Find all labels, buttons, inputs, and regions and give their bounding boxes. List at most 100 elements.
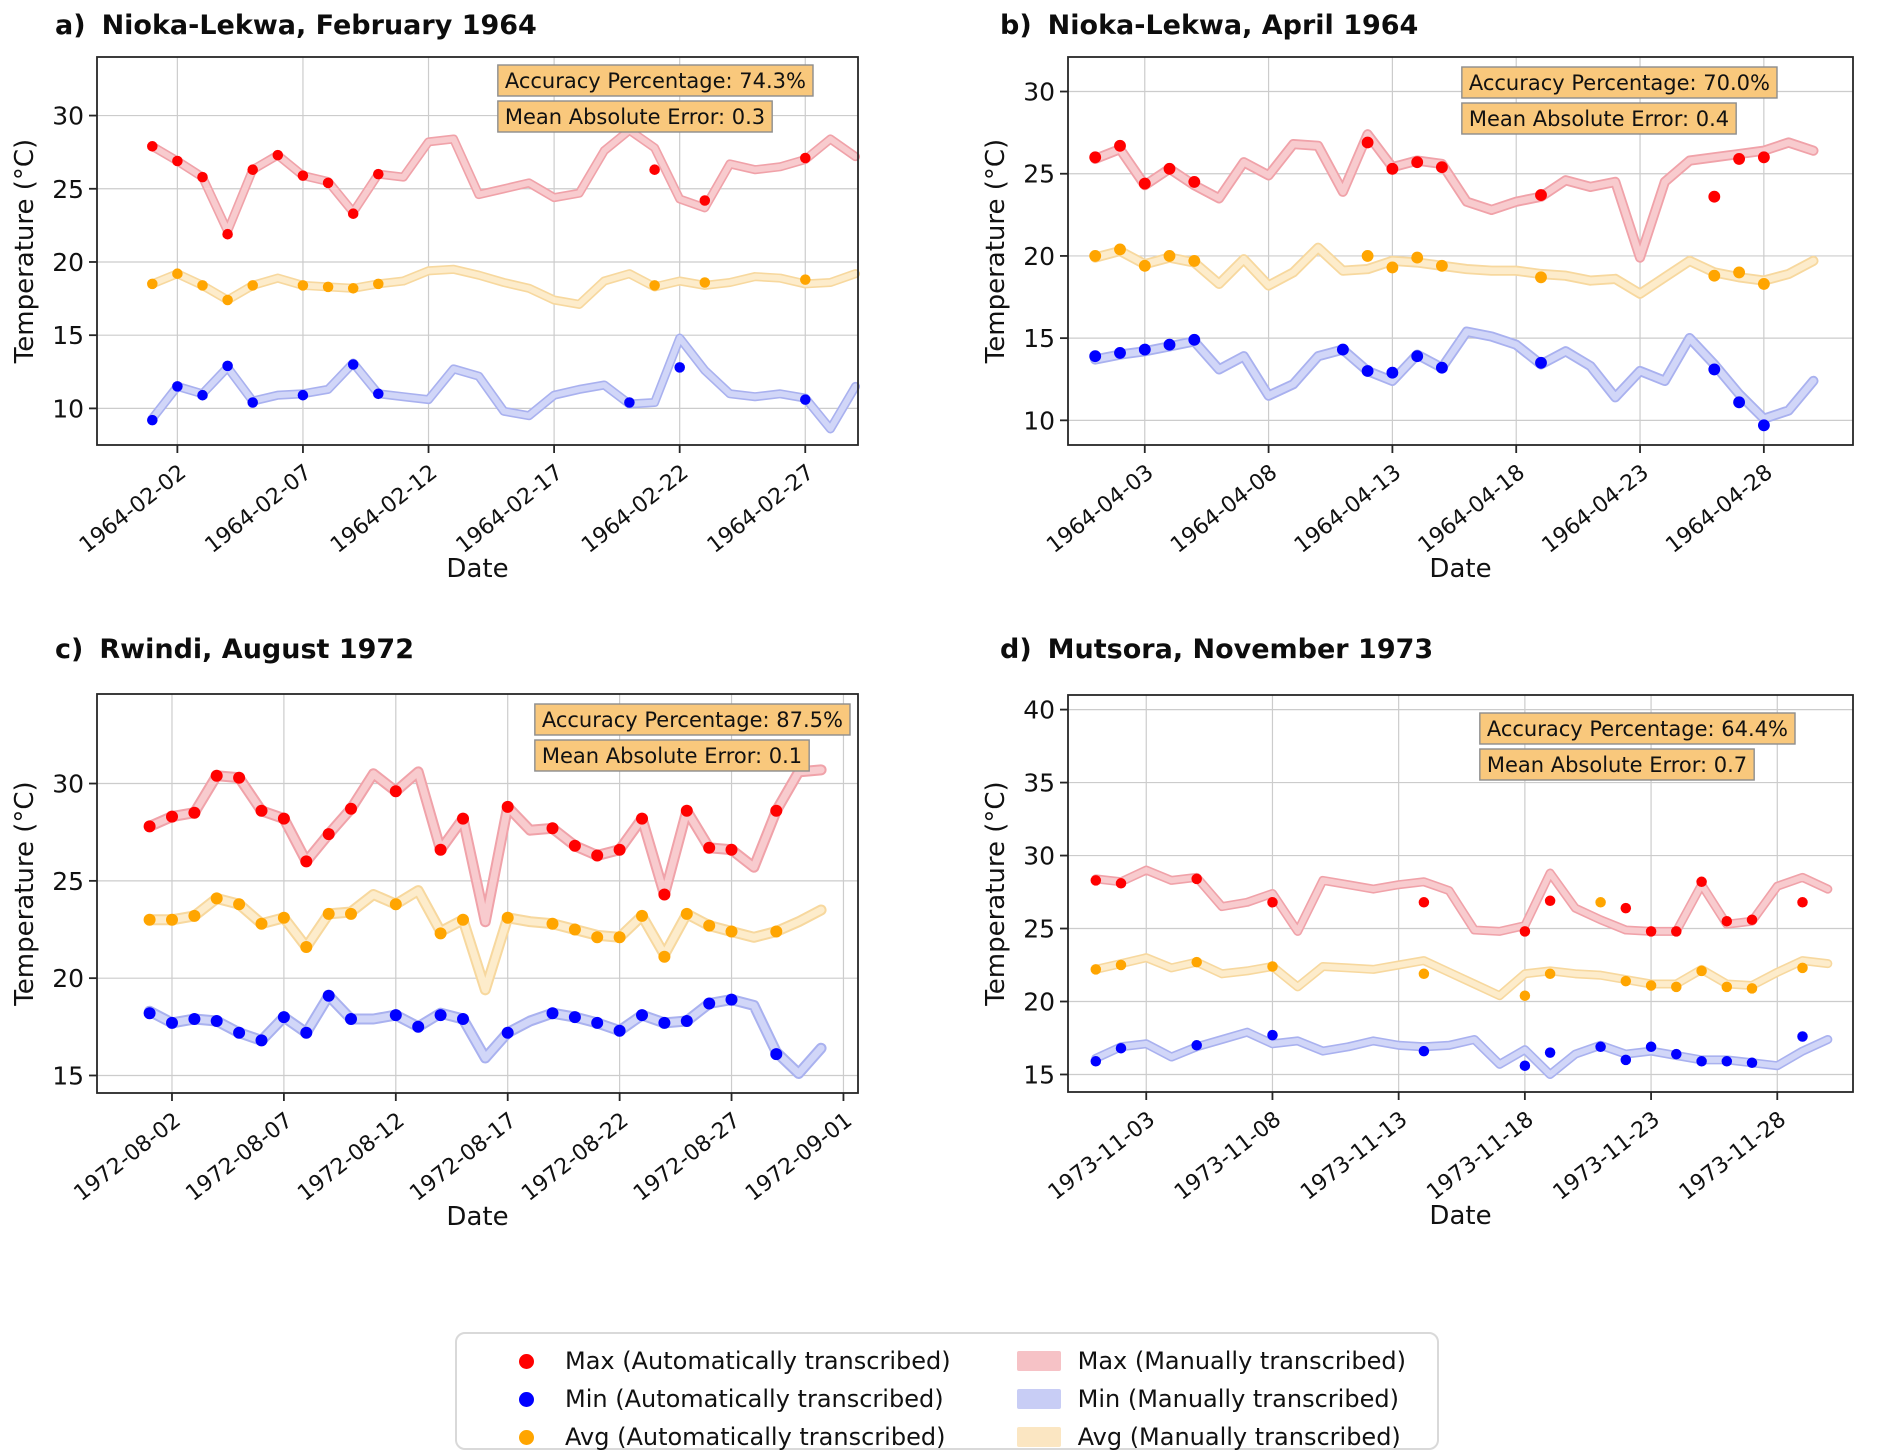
max-auto-dot bbox=[188, 806, 201, 819]
avg-auto-dot bbox=[222, 294, 233, 306]
plot-frame bbox=[1067, 56, 1854, 446]
max-auto-dot bbox=[1267, 897, 1278, 908]
min-auto-dot bbox=[300, 1026, 313, 1039]
min-auto-dot bbox=[1708, 363, 1721, 376]
panel-b-plot: 10 15 20 25 30 Temperature (°C) 1964-04-03 1964… bbox=[945, 30, 1892, 615]
max-auto-dot bbox=[699, 195, 711, 206]
plot-frame bbox=[1067, 694, 1854, 1093]
min-auto-dot bbox=[1089, 350, 1102, 363]
avg-auto-dot bbox=[147, 278, 158, 290]
legend-grid: Max (Automatically transcribed) Min (Auto… bbox=[457, 1334, 1437, 1455]
x-axis: 1964-02-02 1964-02-07 1964-02-12 1964-02-17… bbox=[75, 445, 819, 558]
min-auto-dot bbox=[1757, 419, 1770, 432]
min-auto-dot bbox=[1620, 1054, 1632, 1066]
avg-auto-dot bbox=[1115, 959, 1127, 971]
legend-band-icon bbox=[1016, 1351, 1062, 1371]
min-auto-dot bbox=[222, 360, 233, 372]
max-auto-dot bbox=[1544, 895, 1556, 907]
avg-auto-dot bbox=[233, 898, 246, 911]
avg-auto-dot bbox=[1544, 968, 1556, 980]
avg-auto-dots bbox=[143, 892, 783, 963]
x-tick-label: 1964-02-22 bbox=[577, 460, 693, 558]
x-tick-label: 1973-11-18 bbox=[1422, 1107, 1538, 1205]
min-auto-dot bbox=[1138, 343, 1151, 356]
avg-auto-dot bbox=[297, 280, 309, 291]
legend-label: Max (Automatically transcribed) bbox=[565, 1347, 951, 1375]
avg-auto-dot bbox=[247, 280, 258, 291]
max-auto-dot bbox=[434, 843, 447, 856]
max-auto-dot bbox=[1163, 162, 1176, 175]
max-auto-dot bbox=[1746, 914, 1758, 926]
avg-auto-dot bbox=[322, 281, 334, 293]
x-tick-label: 1972-08-22 bbox=[517, 1108, 633, 1206]
min-auto-dot bbox=[613, 1024, 626, 1037]
y-tick-label: 10 bbox=[1023, 406, 1055, 435]
min-auto-dot bbox=[1435, 361, 1448, 374]
legend-label: Max (Manually transcribed) bbox=[1077, 1347, 1406, 1375]
min-auto-dot bbox=[1090, 1056, 1102, 1067]
avg-auto-dot bbox=[166, 913, 178, 926]
min-auto-dot bbox=[347, 359, 359, 370]
avg-auto-dot bbox=[1797, 962, 1808, 974]
x-tick-label: 1972-08-27 bbox=[629, 1108, 745, 1206]
legend-label: Avg (Manually transcribed) bbox=[1077, 1423, 1401, 1451]
min-auto-dot bbox=[674, 362, 685, 373]
avg-manual-band bbox=[147, 264, 861, 309]
min-auto-dot bbox=[1535, 356, 1547, 369]
max-auto-dot bbox=[649, 164, 660, 175]
x-tick-label: 1964-04-03 bbox=[1042, 460, 1158, 558]
min-auto-dot bbox=[373, 388, 384, 400]
y-axis-label: Temperature (°C) bbox=[981, 781, 1011, 1006]
max-auto-dots bbox=[143, 769, 783, 901]
avg-auto-dot bbox=[1620, 975, 1632, 987]
max-auto-dot bbox=[725, 843, 738, 856]
x-axis-label: Date bbox=[1429, 1201, 1491, 1231]
min-manual-band bbox=[1091, 1027, 1833, 1080]
max-auto-dot bbox=[1721, 915, 1733, 927]
x-tick-label: 1973-11-13 bbox=[1296, 1107, 1412, 1205]
min-auto-dot bbox=[322, 989, 335, 1002]
max-auto-dot bbox=[1386, 162, 1399, 175]
max-auto-dot bbox=[1645, 926, 1657, 937]
x-tick-label: 1964-04-18 bbox=[1414, 460, 1530, 558]
max-auto-dot bbox=[1757, 151, 1770, 164]
avg-auto-dot bbox=[658, 950, 671, 963]
min-auto-dot bbox=[1733, 396, 1746, 409]
legend-band-icon bbox=[1016, 1427, 1062, 1447]
max-auto-dot bbox=[247, 164, 258, 175]
avg-manual-band bbox=[1091, 953, 1833, 1001]
avg-auto-dot bbox=[1089, 249, 1102, 262]
max-auto-dot bbox=[272, 149, 284, 161]
panel-a-plot: 10 15 20 25 30 Temperature (°C) 1964-02-02 1964… bbox=[0, 30, 910, 615]
y-axis: 10 15 20 25 30 bbox=[1023, 78, 1068, 435]
max-manual-band bbox=[144, 764, 827, 928]
x-axis-label: Date bbox=[446, 554, 508, 584]
max-auto-dot bbox=[143, 820, 156, 833]
max-auto-dot bbox=[568, 839, 581, 852]
min-auto-dot bbox=[233, 1026, 246, 1039]
band-marker bbox=[1016, 1351, 1061, 1371]
min-auto-dot bbox=[255, 1034, 268, 1047]
y-tick-label: 20 bbox=[52, 964, 84, 993]
y-tick-label: 20 bbox=[1023, 988, 1055, 1017]
x-tick-label: 1973-11-23 bbox=[1549, 1107, 1665, 1205]
dot-marker bbox=[518, 1353, 534, 1369]
accuracy-box: Accuracy Percentage: 70.0% Mean Absolute … bbox=[1461, 66, 1778, 135]
min-auto-dot bbox=[501, 1026, 514, 1039]
accuracy-box: Accuracy Percentage: 64.4% Mean Absolute … bbox=[1479, 712, 1796, 781]
max-auto-dot bbox=[1535, 189, 1547, 202]
max-auto-dot bbox=[210, 769, 223, 782]
min-auto-dots bbox=[1090, 1029, 1808, 1071]
max-manual-band bbox=[147, 125, 861, 236]
max-auto-dot bbox=[613, 843, 626, 856]
avg-auto-dot bbox=[501, 911, 514, 924]
avg-auto-dot bbox=[197, 280, 208, 291]
accuracy-box: Accuracy Percentage: 87.5% Mean Absolute … bbox=[534, 703, 851, 772]
avg-auto-dot bbox=[1411, 251, 1424, 264]
y-tick-label: 25 bbox=[52, 175, 84, 204]
min-auto-dot bbox=[591, 1016, 604, 1029]
avg-auto-dot bbox=[1188, 254, 1201, 267]
